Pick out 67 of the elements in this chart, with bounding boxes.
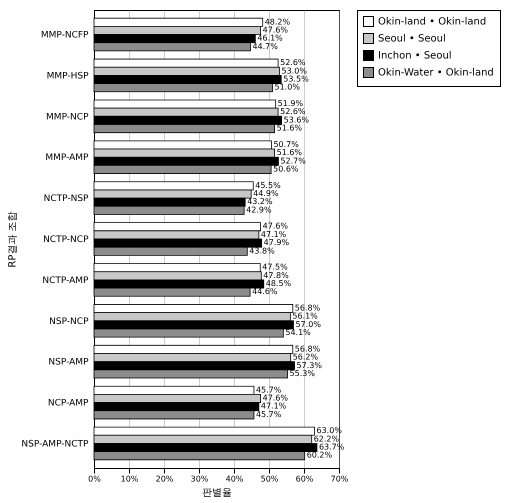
data-label: 62.2% (314, 434, 340, 444)
x-axis-title: 판별율 (202, 488, 232, 498)
y-tick-label: MMP-AMP (45, 153, 90, 164)
data-label: 47.9% (264, 238, 290, 248)
y-tick-label: NCTP-NCP (43, 235, 90, 245)
y-tick-label: MMP-HSP (46, 71, 90, 82)
data-label: 47.6% (262, 222, 288, 231)
data-label: 57.3% (296, 360, 322, 370)
data-label: 51.9% (278, 99, 304, 108)
data-label: 51.6% (276, 148, 302, 158)
data-label: 56.8% (294, 304, 321, 313)
data-label: 47.6% (262, 25, 288, 34)
y-tick-label: MMP-NCFP (40, 30, 90, 41)
x-tick-label: 0% (88, 474, 102, 484)
data-label: 46.1% (257, 34, 284, 43)
legend-label: Inchon • Seoul (378, 50, 452, 62)
data-label: 42.9% (246, 205, 272, 214)
data-label: 53.0% (282, 66, 308, 76)
data-label: 47.8% (263, 270, 290, 280)
x-tick-label: 40% (226, 474, 244, 484)
data-label: 45.5% (255, 180, 282, 190)
data-label: 48.5% (266, 278, 292, 288)
data-label: 56.8% (294, 344, 321, 354)
legend-label: Okin-Water • Okin-land (378, 68, 494, 78)
y-tick-label: NSP-AMP (48, 358, 90, 368)
data-label: 54.1% (285, 328, 312, 338)
data-label: 48.2% (264, 17, 291, 26)
data-label: 53.6% (284, 115, 310, 124)
data-label: 52.6% (280, 58, 306, 68)
data-label: 55.3% (290, 368, 316, 378)
data-label: 52.7% (280, 156, 306, 166)
x-tick-label: 20% (156, 474, 174, 484)
data-label: 47.6% (262, 393, 288, 402)
y-tick-label: NSP-AMP-NCTP (21, 439, 90, 450)
data-label: 56.2% (292, 352, 319, 362)
data-label: 45.7% (256, 385, 282, 394)
x-tick-label: 10% (120, 474, 139, 484)
data-label: 44.9% (253, 189, 279, 198)
data-label: 45.7% (256, 410, 282, 419)
y-tick-label: NCTP-AMP (42, 276, 90, 286)
data-label: 47.5% (262, 262, 288, 272)
data-label: 51.0% (274, 82, 300, 92)
data-label: 47.1% (260, 402, 287, 411)
x-tick-label: 70% (330, 474, 349, 484)
y-tick-label: NCTP-NSP (44, 194, 90, 204)
data-label: 56.1% (292, 312, 318, 321)
data-label: 44.6% (252, 287, 278, 296)
y-tick-label: NCP-AMP (48, 398, 90, 409)
x-tick-label: 30% (190, 474, 209, 484)
y-tick-label: MMP-NCP (46, 112, 90, 122)
x-tick-label: 50% (260, 474, 279, 484)
data-label: 52.6% (280, 107, 306, 116)
data-label: 51.6% (276, 124, 302, 133)
data-label: 57.0% (296, 320, 322, 329)
data-label: 60.2% (306, 450, 333, 460)
data-label: 43.2% (247, 197, 274, 206)
y-axis-title: RP결과 조합 (7, 211, 18, 268)
y-tick-label: NSP-NCP (49, 316, 90, 327)
data-label: 50.6% (273, 164, 299, 174)
legend-label: Okin-land • Okin-land (378, 16, 486, 28)
data-label: 47.1% (260, 230, 287, 239)
legend-label: Seoul • Seoul (378, 34, 446, 44)
data-label: 43.8% (249, 246, 276, 256)
data-label: 53.5% (283, 74, 310, 84)
data-label: 50.7% (273, 140, 300, 149)
data-label: 44.7% (252, 42, 278, 51)
x-tick-label: 60% (296, 474, 314, 484)
